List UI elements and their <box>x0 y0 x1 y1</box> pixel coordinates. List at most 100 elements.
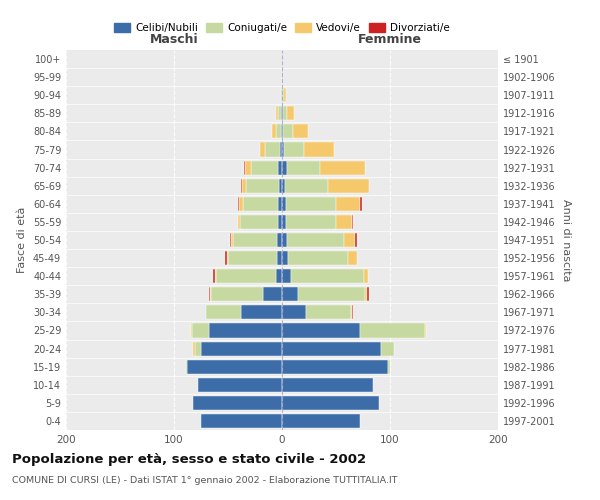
Bar <box>355 233 356 247</box>
Text: Maschi: Maschi <box>149 34 199 46</box>
Bar <box>240 215 278 229</box>
Bar <box>275 106 278 120</box>
Bar <box>233 233 277 247</box>
Bar <box>227 251 228 265</box>
Bar <box>277 233 282 247</box>
Bar <box>289 251 348 265</box>
Bar <box>265 142 280 156</box>
Bar <box>352 215 353 229</box>
Bar <box>287 160 320 174</box>
Bar <box>201 342 282 355</box>
Bar <box>193 342 194 355</box>
Bar <box>282 142 284 156</box>
Bar <box>241 306 282 320</box>
Bar <box>275 124 281 138</box>
Bar <box>336 197 360 211</box>
Bar <box>282 178 285 193</box>
Bar <box>281 88 282 102</box>
Bar <box>382 342 394 355</box>
Bar <box>282 342 382 355</box>
Bar <box>306 306 351 320</box>
Bar <box>282 106 283 120</box>
Bar <box>193 324 209 338</box>
Bar <box>282 215 286 229</box>
Bar <box>228 251 277 265</box>
Bar <box>213 269 215 283</box>
Bar <box>278 215 282 229</box>
Bar <box>282 233 287 247</box>
Bar <box>367 287 370 302</box>
Bar <box>280 142 282 156</box>
Bar <box>278 197 282 211</box>
Y-axis label: Anni di nascita: Anni di nascita <box>561 198 571 281</box>
Bar <box>282 414 360 428</box>
Bar <box>244 160 245 174</box>
Bar <box>186 360 187 374</box>
Bar <box>284 88 286 102</box>
Bar <box>360 197 362 211</box>
Bar <box>247 178 279 193</box>
Bar <box>251 160 278 174</box>
Bar <box>282 88 284 102</box>
Bar <box>282 306 306 320</box>
Bar <box>245 160 251 174</box>
Bar <box>285 178 328 193</box>
Bar <box>320 160 365 174</box>
Bar <box>283 124 293 138</box>
Bar <box>215 269 216 283</box>
Bar <box>272 124 275 138</box>
Bar <box>282 396 379 410</box>
Bar <box>263 287 282 302</box>
Bar <box>336 215 352 229</box>
Bar <box>348 251 356 265</box>
Bar <box>201 414 282 428</box>
Bar <box>286 215 336 229</box>
Y-axis label: Fasce di età: Fasce di età <box>17 207 27 273</box>
Bar <box>238 197 239 211</box>
Bar <box>304 142 334 156</box>
Text: Popolazione per età, sesso e stato civile - 2002: Popolazione per età, sesso e stato civil… <box>12 452 366 466</box>
Bar <box>260 142 265 156</box>
Bar <box>284 142 304 156</box>
Bar <box>231 233 233 247</box>
Bar <box>277 251 282 265</box>
Bar <box>282 324 360 338</box>
Bar <box>194 342 201 355</box>
Bar <box>238 215 240 229</box>
Bar <box>286 197 336 211</box>
Bar <box>287 233 344 247</box>
Bar <box>298 287 365 302</box>
Bar <box>242 178 247 193</box>
Bar <box>239 197 243 211</box>
Bar <box>191 324 193 338</box>
Bar <box>282 287 298 302</box>
Bar <box>282 269 290 283</box>
Bar <box>241 178 242 193</box>
Text: COMUNE DI CURSI (LE) - Dati ISTAT 1° gennaio 2002 - Elaborazione TUTTITALIA.IT: COMUNE DI CURSI (LE) - Dati ISTAT 1° gen… <box>12 476 398 485</box>
Text: Femmine: Femmine <box>358 34 422 46</box>
Bar <box>275 269 282 283</box>
Bar <box>281 106 282 120</box>
Bar <box>278 106 281 120</box>
Bar <box>225 251 227 265</box>
Bar <box>278 160 282 174</box>
Bar <box>293 124 308 138</box>
Bar <box>287 106 294 120</box>
Bar <box>282 160 287 174</box>
Bar <box>388 360 390 374</box>
Bar <box>209 324 282 338</box>
Bar <box>328 178 370 193</box>
Legend: Celibi/Nubili, Coniugati/e, Vedovi/e, Divorziati/e: Celibi/Nubili, Coniugati/e, Vedovi/e, Di… <box>110 18 454 37</box>
Bar <box>282 378 373 392</box>
Bar <box>364 269 368 283</box>
Bar <box>279 178 282 193</box>
Bar <box>360 324 425 338</box>
Bar <box>209 287 211 302</box>
Bar <box>365 287 367 302</box>
Bar <box>243 197 278 211</box>
Bar <box>230 233 231 247</box>
Bar <box>352 306 353 320</box>
Bar <box>282 360 388 374</box>
Bar <box>206 306 241 320</box>
Bar <box>187 360 282 374</box>
